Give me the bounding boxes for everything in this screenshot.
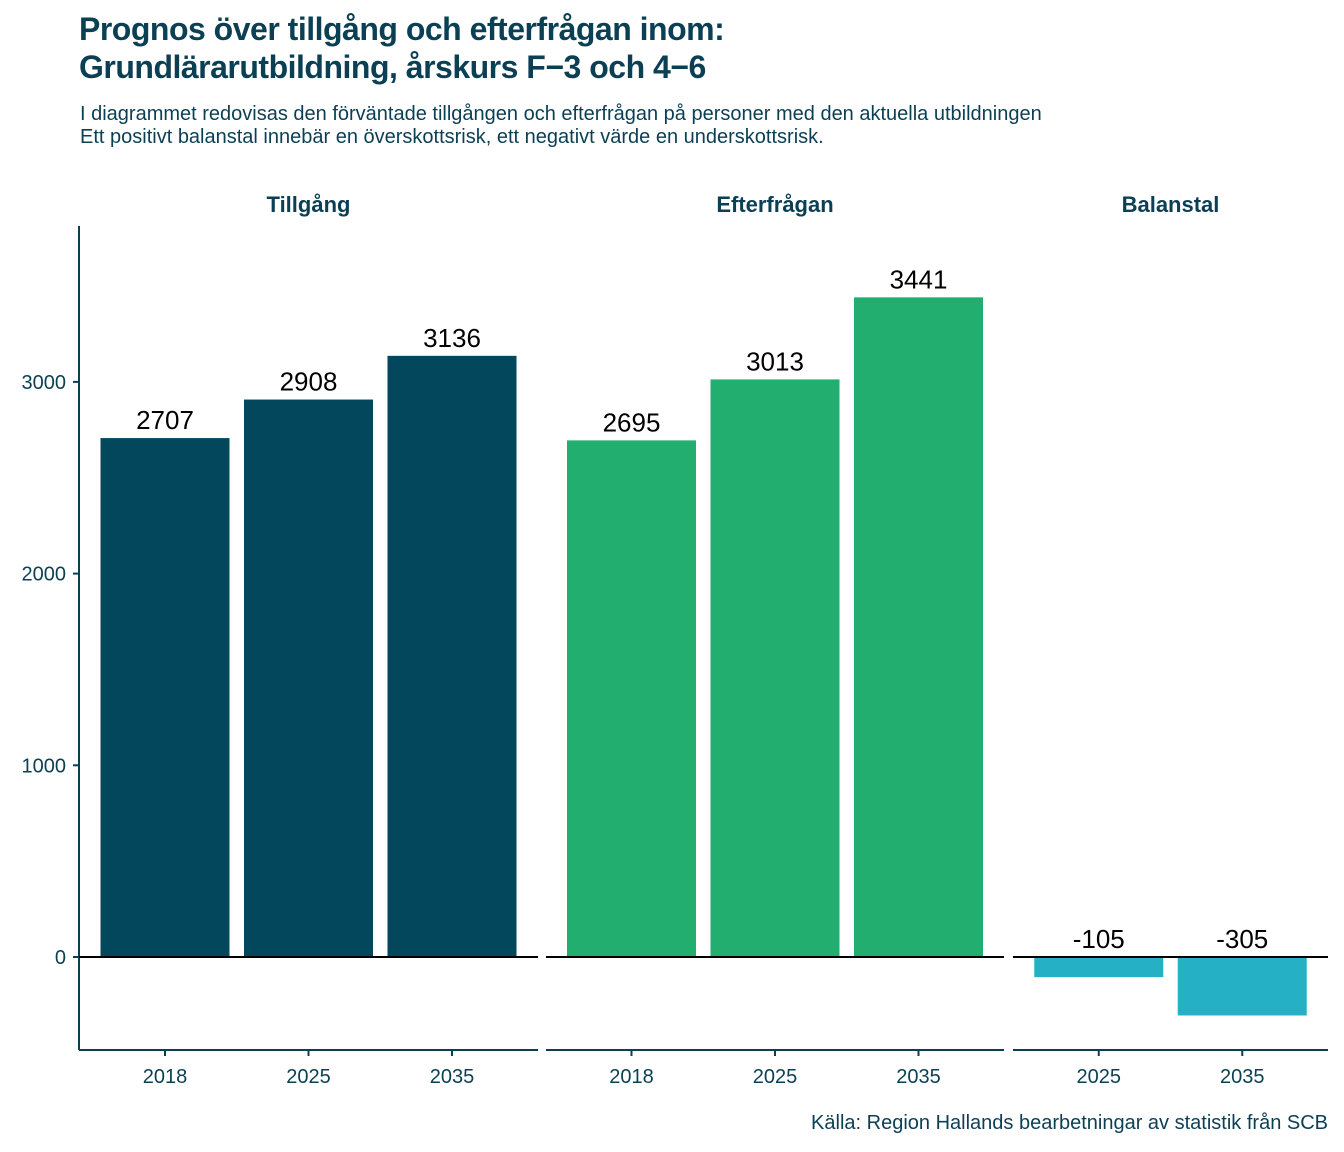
data-label: -105 <box>1073 924 1125 954</box>
panel-title: Efterfrågan <box>716 192 833 217</box>
bar <box>1034 957 1164 978</box>
source-caption: Källa: Region Hallands bearbetningar av … <box>811 1112 1328 1134</box>
data-label: -305 <box>1216 924 1268 954</box>
bar <box>100 438 230 957</box>
subtitle-line-2: Ett positivt balanstal innebär en översk… <box>80 126 824 148</box>
y-tick-label: 3000 <box>22 372 67 394</box>
data-label: 3136 <box>423 323 481 353</box>
panel-title: Balanstal <box>1122 192 1220 217</box>
title-line-2: Grundlärarutbildning, årskurs F−3 och 4−… <box>79 49 706 85</box>
panel-title: Tillgång <box>267 192 351 217</box>
x-tick-label: 2035 <box>896 1066 941 1088</box>
x-tick-label: 2018 <box>609 1066 654 1088</box>
bar <box>854 297 983 957</box>
chart-title: Prognos över tillgång och efterfrågan in… <box>79 10 725 86</box>
bar <box>387 355 517 957</box>
y-tick-label: 0 <box>55 947 66 969</box>
bar <box>567 440 696 957</box>
bar <box>710 379 840 957</box>
bar <box>1177 957 1307 1016</box>
x-tick-label: 2025 <box>753 1066 798 1088</box>
bar <box>244 399 373 958</box>
title-line-1: Prognos över tillgång och efterfrågan in… <box>79 11 725 47</box>
data-label: 2908 <box>280 367 338 397</box>
data-label: 3441 <box>890 264 948 294</box>
x-tick-label: 2035 <box>430 1066 475 1088</box>
data-label: 2695 <box>603 407 661 437</box>
data-label: 3013 <box>746 346 804 376</box>
y-tick-label: 1000 <box>22 755 67 777</box>
data-label: 2707 <box>136 405 194 435</box>
subtitle-line-1: I diagrammet redovisas den förväntade ti… <box>80 103 1042 125</box>
x-tick-label: 2018 <box>143 1066 188 1088</box>
x-tick-label: 2035 <box>1220 1066 1265 1088</box>
chart-subtitle: I diagrammet redovisas den förväntade ti… <box>80 103 1042 149</box>
x-tick-label: 2025 <box>1077 1066 1122 1088</box>
y-tick-label: 2000 <box>22 564 67 586</box>
x-tick-label: 2025 <box>286 1066 331 1088</box>
